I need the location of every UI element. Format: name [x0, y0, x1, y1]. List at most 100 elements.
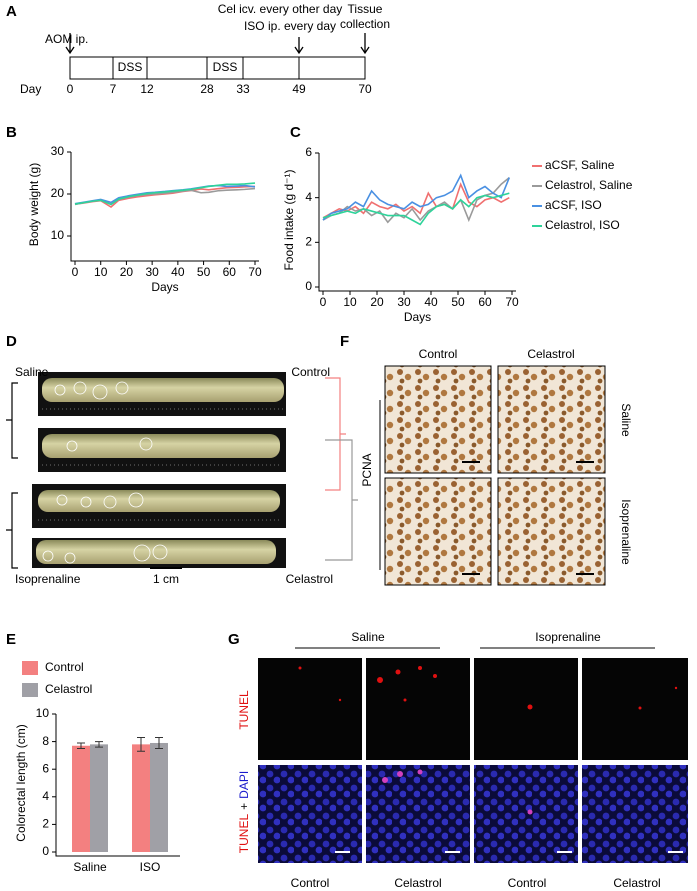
day-number: 70: [358, 82, 372, 96]
brackets: [6, 377, 358, 569]
row-label: Isoprenaline: [619, 499, 633, 565]
column-label: Celastrol: [394, 876, 441, 890]
row-label: TUNEL + DAPI: [237, 771, 251, 853]
row-label: Isoprenaline: [15, 572, 81, 586]
bar: [72, 745, 90, 852]
group-label: Celastrol: [286, 572, 333, 586]
day-number: 0: [67, 82, 74, 96]
y-tick-label: 10: [36, 706, 50, 720]
event-label: collection: [340, 17, 390, 31]
x-tick-label: 70: [505, 295, 519, 309]
legend-label: Celastrol, Saline: [545, 178, 633, 192]
row-label: Saline: [619, 403, 633, 437]
x-tick-label: 20: [370, 295, 384, 309]
row-label: TUNEL: [237, 690, 251, 730]
stain-label: PCNA: [360, 453, 374, 486]
series-line: [322, 173, 511, 221]
bar: [132, 744, 150, 852]
y-tick-label: 20: [51, 186, 65, 200]
error-bar: [95, 741, 103, 748]
y-tick-label: 10: [51, 228, 65, 242]
series-line: [74, 185, 256, 209]
x-axis-label: Days: [151, 280, 178, 294]
column-label: Control: [291, 876, 330, 890]
error-bar: [77, 742, 85, 749]
x-tick-label: 0: [72, 265, 79, 279]
day-label: Day: [20, 82, 41, 96]
x-tick-label: 50: [451, 295, 465, 309]
day-number: 28: [200, 82, 214, 96]
x-tick-label: 40: [424, 295, 438, 309]
column-label: Control: [508, 876, 547, 890]
series-line: [322, 192, 510, 226]
x-tick-label: 0: [320, 295, 327, 309]
x-tick-label: Saline: [73, 860, 107, 874]
y-tick-label: 2: [305, 235, 312, 249]
legend-swatch: [22, 661, 38, 675]
segment-label: DSS: [118, 60, 143, 74]
event-label: ISO ip. every day: [244, 19, 336, 33]
pcna-images: [379, 365, 606, 586]
day-number: 7: [110, 82, 117, 96]
y-axis-label: Colorectal length (cm): [14, 724, 28, 841]
column-label: Celastrol: [527, 347, 574, 361]
day-number: 49: [292, 82, 306, 96]
series-line: [322, 182, 510, 219]
panel-letter: C: [290, 124, 301, 141]
group-label: Saline: [351, 630, 385, 644]
y-tick-label: 8: [42, 734, 49, 748]
legend-label: Celastrol: [45, 682, 92, 696]
panel-letter: G: [228, 631, 240, 648]
event-label: Tissue: [348, 2, 383, 16]
group-label: Isoprenaline: [535, 630, 601, 644]
segment-label: DSS: [213, 60, 238, 74]
legend-label: Celastrol, ISO: [545, 218, 620, 232]
bar: [90, 744, 108, 852]
x-tick-label: 50: [197, 265, 211, 279]
x-tick-label: 70: [248, 265, 262, 279]
axis: [55, 714, 180, 857]
panel-letter: A: [6, 3, 17, 20]
bar: [150, 742, 168, 852]
group-label: Control: [291, 365, 330, 379]
panel-letter: B: [6, 124, 17, 141]
row-label-part: TUNEL: [237, 814, 251, 854]
x-tick-label: 30: [397, 295, 411, 309]
tunel-images: [258, 647, 688, 863]
y-tick-label: 0: [305, 279, 312, 293]
y-tick-label: 6: [305, 145, 312, 159]
timeline-arrows: [65, 33, 370, 55]
y-axis-label: Body weight (g): [27, 163, 41, 246]
legend-label: Control: [45, 660, 84, 674]
x-tick-label: 20: [120, 265, 134, 279]
panel-letter: D: [6, 333, 17, 350]
error-bar: [137, 736, 145, 752]
y-tick-label: 30: [51, 144, 65, 158]
x-tick-label: 10: [343, 295, 357, 309]
y-axis-label: Food intake (g d⁻¹): [282, 169, 296, 270]
timeline-box: [69, 56, 366, 80]
axis: [70, 152, 259, 262]
row-label-part: DAPI: [237, 771, 251, 799]
column-label: Celastrol: [613, 876, 660, 890]
row-label-part: +: [237, 803, 251, 810]
y-tick-label: 2: [42, 817, 49, 831]
day-number: 12: [140, 82, 154, 96]
legend-label: aCSF, Saline: [545, 158, 615, 172]
y-tick-label: 0: [42, 844, 49, 858]
panel-letter: F: [340, 333, 349, 350]
x-tick-label: 10: [94, 265, 108, 279]
panel-letter: E: [6, 631, 16, 648]
y-tick-label: 6: [42, 761, 49, 775]
row-label-part: TUNEL: [237, 690, 251, 730]
day-number: 33: [236, 82, 250, 96]
legend-swatch: [22, 683, 38, 697]
x-axis-label: Days: [404, 310, 431, 324]
series-line: [322, 176, 510, 224]
y-tick-label: 4: [305, 190, 312, 204]
error-bar: [155, 736, 163, 749]
x-tick-label: 60: [478, 295, 492, 309]
axis: [318, 153, 516, 292]
event-label: Cel icv. every other day: [218, 2, 343, 16]
